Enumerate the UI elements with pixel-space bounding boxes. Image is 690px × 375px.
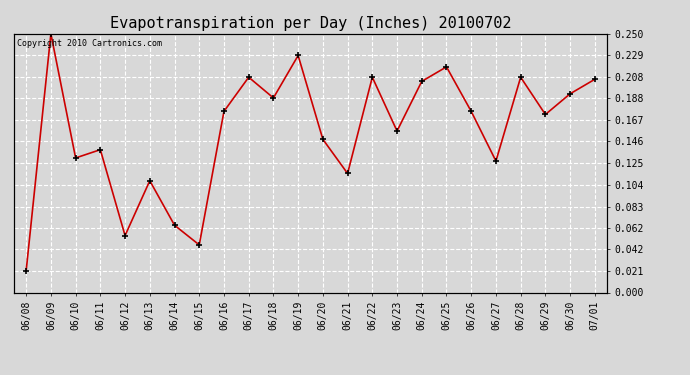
Text: Copyright 2010 Cartronics.com: Copyright 2010 Cartronics.com — [17, 39, 161, 48]
Title: Evapotranspiration per Day (Inches) 20100702: Evapotranspiration per Day (Inches) 2010… — [110, 16, 511, 31]
